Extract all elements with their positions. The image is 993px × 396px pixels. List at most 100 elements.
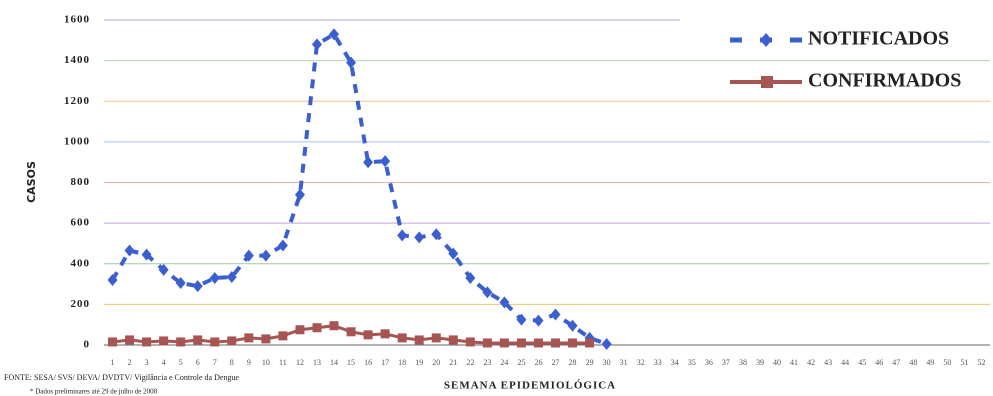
x-tick-label: 28 bbox=[569, 358, 577, 367]
marker bbox=[414, 335, 424, 345]
x-tick-label: 19 bbox=[415, 358, 423, 367]
marker bbox=[312, 323, 322, 333]
marker bbox=[244, 333, 254, 343]
x-tick-label: 1 bbox=[111, 358, 115, 367]
marker bbox=[380, 329, 390, 339]
x-tick-label: 17 bbox=[381, 358, 389, 367]
marker bbox=[465, 271, 476, 284]
x-tick-label: 24 bbox=[500, 358, 508, 367]
legend-label: NOTIFICADOS bbox=[808, 28, 949, 50]
x-tick-label: 23 bbox=[483, 358, 491, 367]
x-tick-label: 3 bbox=[145, 358, 149, 367]
marker bbox=[431, 228, 442, 241]
x-tick-label: 44 bbox=[841, 358, 849, 367]
marker bbox=[125, 335, 135, 345]
marker bbox=[107, 274, 118, 286]
marker bbox=[346, 56, 357, 69]
x-tick-label: 18 bbox=[398, 358, 406, 367]
y-tick-label: 800 bbox=[71, 176, 91, 188]
x-tick-label: 50 bbox=[943, 358, 951, 367]
x-tick-label: 7 bbox=[213, 358, 217, 367]
marker bbox=[533, 338, 543, 348]
x-tick-label: 40 bbox=[773, 358, 781, 367]
marker bbox=[159, 336, 169, 346]
x-tick-label: 34 bbox=[671, 358, 679, 367]
x-tick-label: 32 bbox=[637, 358, 645, 367]
x-tick-label: 29 bbox=[586, 358, 594, 367]
x-tick-label: 39 bbox=[756, 358, 764, 367]
y-axis-label: CASOS bbox=[25, 161, 38, 203]
x-axis-label: SEMANA EPIDEMIOLÓGICA bbox=[444, 380, 616, 392]
x-tick-label: 49 bbox=[926, 358, 934, 367]
marker bbox=[226, 270, 237, 283]
x-tick-label: 9 bbox=[247, 358, 251, 367]
marker bbox=[448, 247, 459, 260]
x-tick-label: 21 bbox=[449, 358, 457, 367]
x-tick-label: 31 bbox=[620, 358, 628, 367]
x-tick-label: 41 bbox=[790, 358, 798, 367]
marker bbox=[568, 338, 578, 348]
x-tick-label: 8 bbox=[230, 358, 234, 367]
marker bbox=[516, 338, 526, 348]
x-tick-label: 38 bbox=[739, 358, 747, 367]
marker bbox=[414, 231, 425, 244]
marker bbox=[209, 271, 220, 284]
x-tick-label: 12 bbox=[296, 358, 304, 367]
x-tick-label: 45 bbox=[858, 358, 866, 367]
x-tick-label: 51 bbox=[960, 358, 968, 367]
marker bbox=[499, 338, 509, 348]
marker bbox=[142, 337, 152, 347]
marker bbox=[260, 249, 271, 262]
x-tick-label: 52 bbox=[977, 358, 985, 367]
x-tick-label: 25 bbox=[517, 358, 525, 367]
x-tick-label: 26 bbox=[534, 358, 542, 367]
x-tick-label: 37 bbox=[722, 358, 730, 367]
x-tick-label: 42 bbox=[807, 358, 815, 367]
marker bbox=[533, 314, 544, 327]
note: * Dados preliminares até 29 de julho de … bbox=[30, 388, 158, 396]
legend-marker bbox=[761, 76, 773, 88]
marker bbox=[227, 336, 237, 346]
y-tick-label: 200 bbox=[71, 298, 91, 310]
marker bbox=[585, 338, 595, 348]
marker bbox=[158, 263, 169, 276]
x-tick-label: 48 bbox=[909, 358, 917, 367]
marker bbox=[311, 38, 322, 51]
x-tick-label: 47 bbox=[892, 358, 900, 367]
x-tick-label: 33 bbox=[654, 358, 662, 367]
marker bbox=[380, 155, 391, 168]
x-tick-label: 6 bbox=[196, 358, 200, 367]
legend-marker bbox=[760, 33, 772, 47]
legend-label: CONFIRMADOS bbox=[808, 70, 961, 92]
y-tick-label: 400 bbox=[71, 257, 91, 269]
marker bbox=[448, 335, 458, 345]
marker bbox=[175, 277, 186, 290]
marker bbox=[397, 229, 408, 242]
marker bbox=[482, 338, 492, 348]
marker bbox=[551, 338, 561, 348]
x-tick-label: 14 bbox=[330, 358, 338, 367]
y-tick-label: 1400 bbox=[64, 54, 90, 66]
marker bbox=[431, 333, 441, 343]
marker bbox=[278, 331, 288, 341]
x-tick-label: 5 bbox=[179, 358, 183, 367]
x-tick-label: 30 bbox=[603, 358, 611, 367]
y-tick-label: 1200 bbox=[64, 95, 90, 107]
marker bbox=[210, 337, 220, 347]
x-tick-label: 16 bbox=[364, 358, 372, 367]
x-tick-label: 35 bbox=[688, 358, 696, 367]
x-tick-label: 15 bbox=[347, 358, 355, 367]
x-tick-label: 22 bbox=[466, 358, 474, 367]
marker bbox=[243, 249, 254, 262]
x-tick-label: 2 bbox=[128, 358, 132, 367]
y-tick-label: 0 bbox=[84, 339, 91, 351]
marker bbox=[277, 239, 288, 252]
marker bbox=[516, 313, 527, 326]
marker bbox=[601, 337, 612, 350]
marker bbox=[363, 156, 374, 169]
series-line bbox=[110, 31, 608, 346]
x-tick-label: 13 bbox=[313, 358, 321, 367]
x-tick-label: 20 bbox=[432, 358, 440, 367]
marker bbox=[294, 188, 305, 201]
